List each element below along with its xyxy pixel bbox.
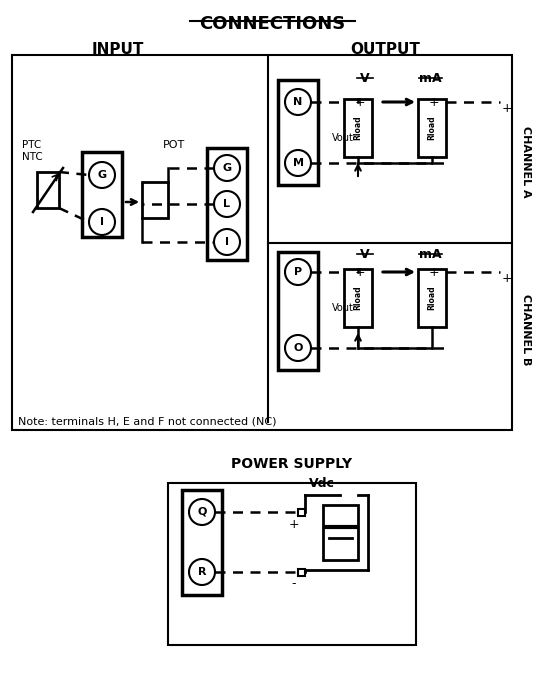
Text: N: N xyxy=(293,97,302,107)
Circle shape xyxy=(214,191,240,217)
Circle shape xyxy=(285,150,311,176)
Text: Vout: Vout xyxy=(332,303,354,313)
Text: PTC
NTC: PTC NTC xyxy=(22,140,43,162)
Circle shape xyxy=(214,229,240,255)
Circle shape xyxy=(285,335,311,361)
Text: V: V xyxy=(360,72,370,85)
Text: mA: mA xyxy=(419,72,441,85)
Bar xyxy=(207,148,247,260)
Bar xyxy=(344,99,372,157)
Text: OUTPUT: OUTPUT xyxy=(350,42,420,57)
Bar xyxy=(323,505,357,560)
Circle shape xyxy=(189,559,215,585)
Text: Rload: Rload xyxy=(428,286,436,310)
Circle shape xyxy=(89,209,115,235)
Text: I: I xyxy=(100,217,104,227)
Text: POWER SUPPLY: POWER SUPPLY xyxy=(231,457,353,471)
Text: -: - xyxy=(292,577,296,590)
Text: I: I xyxy=(225,237,229,247)
Text: Q: Q xyxy=(197,507,207,517)
Text: +: + xyxy=(502,273,512,286)
Bar xyxy=(182,490,222,595)
Text: mA: mA xyxy=(419,248,441,261)
Text: +: + xyxy=(355,97,366,109)
Text: CONNECTIONS: CONNECTIONS xyxy=(199,15,345,33)
Bar xyxy=(344,269,372,327)
Text: G: G xyxy=(222,163,232,173)
Circle shape xyxy=(285,259,311,285)
Bar xyxy=(168,483,416,645)
Text: +: + xyxy=(289,517,299,530)
Text: Vout: Vout xyxy=(332,133,354,143)
Text: CHANNEL A: CHANNEL A xyxy=(521,126,531,198)
Bar xyxy=(82,152,122,237)
Text: L: L xyxy=(224,199,231,209)
Circle shape xyxy=(214,155,240,181)
Bar xyxy=(418,99,446,157)
Text: Vdc: Vdc xyxy=(309,477,335,490)
Bar xyxy=(298,509,305,515)
Text: R: R xyxy=(198,567,206,577)
Text: O: O xyxy=(293,343,302,353)
Text: POT: POT xyxy=(163,140,186,150)
Text: Note: terminals H, E and F not connected (NC): Note: terminals H, E and F not connected… xyxy=(18,416,276,426)
Text: +: + xyxy=(355,267,366,279)
Text: +: + xyxy=(502,103,512,116)
Bar xyxy=(278,252,318,370)
Text: Rload: Rload xyxy=(428,116,436,140)
Text: CHANNEL B: CHANNEL B xyxy=(521,294,531,366)
Bar xyxy=(12,55,512,430)
Text: INPUT: INPUT xyxy=(92,42,144,57)
Text: V: V xyxy=(360,248,370,261)
Circle shape xyxy=(89,162,115,188)
Text: +: + xyxy=(429,267,440,279)
Text: G: G xyxy=(97,170,107,180)
Bar xyxy=(142,182,168,218)
Text: Rload: Rload xyxy=(354,286,362,310)
Circle shape xyxy=(189,499,215,525)
Bar xyxy=(37,172,59,208)
Text: Rload: Rload xyxy=(354,116,362,140)
Bar xyxy=(418,269,446,327)
Bar xyxy=(298,568,305,575)
Text: M: M xyxy=(293,158,304,168)
Text: +: + xyxy=(429,97,440,109)
Bar xyxy=(278,80,318,185)
Circle shape xyxy=(285,89,311,115)
Text: P: P xyxy=(294,267,302,277)
